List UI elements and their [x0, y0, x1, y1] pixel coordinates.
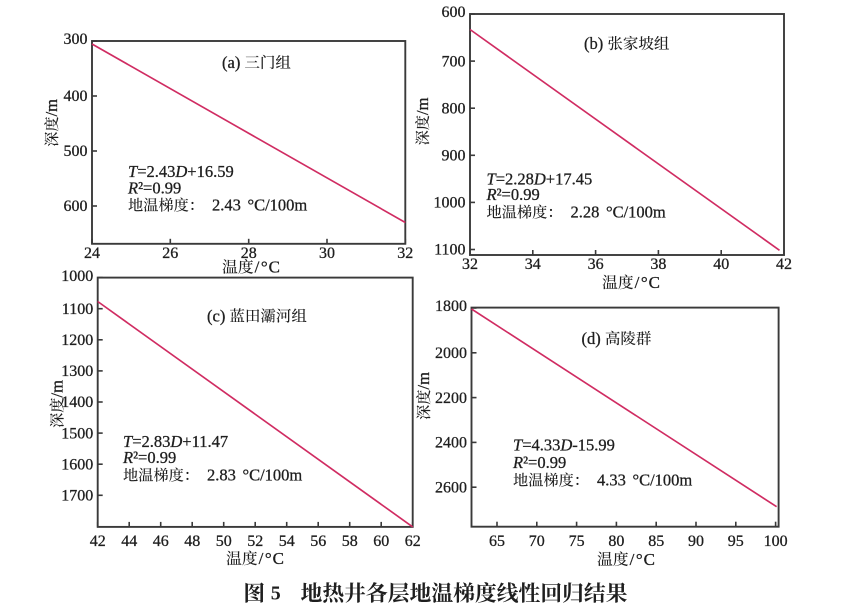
svg-text:50: 50 [216, 533, 232, 550]
svg-text:(c): (c) [207, 306, 225, 325]
svg-text:95: 95 [728, 533, 744, 550]
svg-text:62: 62 [405, 533, 421, 550]
svg-text:24: 24 [84, 245, 100, 262]
svg-text:28: 28 [241, 245, 257, 262]
svg-text:2.43 °C/100m: 2.43 °C/100m [212, 196, 307, 215]
svg-text:52: 52 [247, 533, 263, 550]
svg-text:R²=0.99: R²=0.99 [512, 453, 566, 472]
svg-text:T=4.33D-15.99: T=4.33D-15.99 [513, 435, 615, 454]
svg-text:56: 56 [310, 533, 326, 550]
svg-text:1600: 1600 [61, 456, 93, 473]
svg-text:2000: 2000 [435, 345, 467, 362]
svg-text:38: 38 [650, 256, 666, 273]
svg-text:1300: 1300 [61, 363, 93, 380]
svg-text:32: 32 [462, 256, 478, 273]
svg-text:1800: 1800 [435, 298, 467, 315]
svg-text:/m: /m [414, 372, 433, 390]
svg-text:500: 500 [64, 143, 88, 160]
svg-text:600: 600 [64, 198, 88, 215]
svg-text:(d): (d) [582, 329, 601, 348]
svg-text:/°C: /°C [259, 549, 284, 568]
svg-text:700: 700 [442, 53, 466, 70]
svg-text:(a): (a) [222, 53, 240, 72]
svg-text:(b): (b) [584, 34, 603, 53]
svg-text:T=2.28D+17.45: T=2.28D+17.45 [487, 169, 593, 188]
svg-text:/°C: /°C [635, 273, 660, 292]
svg-text:R²=0.99: R²=0.99 [127, 178, 181, 197]
svg-text:600: 600 [442, 4, 466, 21]
svg-text:58: 58 [342, 533, 358, 550]
svg-text:900: 900 [442, 148, 466, 165]
svg-text:/°C: /°C [255, 258, 280, 277]
svg-text:44: 44 [121, 533, 137, 550]
svg-text:75: 75 [569, 533, 585, 550]
svg-text:/m: /m [413, 97, 432, 115]
svg-text:60: 60 [373, 533, 389, 550]
svg-text:26: 26 [162, 245, 178, 262]
svg-text:48: 48 [184, 533, 200, 550]
svg-text:1100: 1100 [434, 242, 465, 259]
svg-text:30: 30 [319, 245, 335, 262]
svg-text:40: 40 [713, 256, 729, 273]
svg-text:100: 100 [764, 533, 788, 550]
svg-text:42: 42 [776, 256, 792, 273]
svg-text:1000: 1000 [434, 195, 466, 212]
svg-text:4.33 °C/100m: 4.33 °C/100m [597, 471, 692, 490]
svg-text:2600: 2600 [435, 479, 467, 496]
svg-text:1100: 1100 [62, 301, 93, 318]
svg-text:/m: /m [48, 380, 67, 398]
svg-text:1200: 1200 [61, 332, 93, 349]
svg-text:34: 34 [525, 256, 541, 273]
svg-text:5: 5 [271, 583, 281, 605]
svg-text:R²=0.99: R²=0.99 [122, 448, 176, 467]
svg-text:T=2.83D+11.47: T=2.83D+11.47 [123, 432, 228, 451]
svg-text:46: 46 [153, 533, 169, 550]
svg-text:800: 800 [442, 100, 466, 117]
svg-text:1700: 1700 [61, 488, 93, 505]
svg-text:65: 65 [489, 533, 505, 550]
svg-text:400: 400 [64, 88, 88, 105]
svg-text:300: 300 [64, 31, 88, 48]
svg-text:85: 85 [648, 533, 664, 550]
svg-text:T=2.43D+16.59: T=2.43D+16.59 [128, 162, 234, 181]
svg-text:1000: 1000 [61, 268, 93, 285]
svg-text:36: 36 [588, 256, 604, 273]
svg-text:1500: 1500 [61, 425, 93, 442]
svg-text:90: 90 [688, 533, 704, 550]
svg-text:2.28 °C/100m: 2.28 °C/100m [571, 203, 666, 222]
svg-text:/°C: /°C [630, 550, 655, 569]
svg-text:54: 54 [279, 533, 295, 550]
svg-text:42: 42 [90, 533, 106, 550]
svg-text:70: 70 [529, 533, 545, 550]
svg-text:2400: 2400 [435, 435, 467, 452]
svg-text:1400: 1400 [61, 394, 93, 411]
svg-text:32: 32 [397, 245, 413, 262]
svg-text:/m: /m [42, 99, 61, 117]
svg-text:R²=0.99: R²=0.99 [486, 185, 540, 204]
svg-text:80: 80 [608, 533, 624, 550]
svg-text:2200: 2200 [435, 390, 467, 407]
svg-text:2.83 °C/100m: 2.83 °C/100m [207, 466, 302, 485]
